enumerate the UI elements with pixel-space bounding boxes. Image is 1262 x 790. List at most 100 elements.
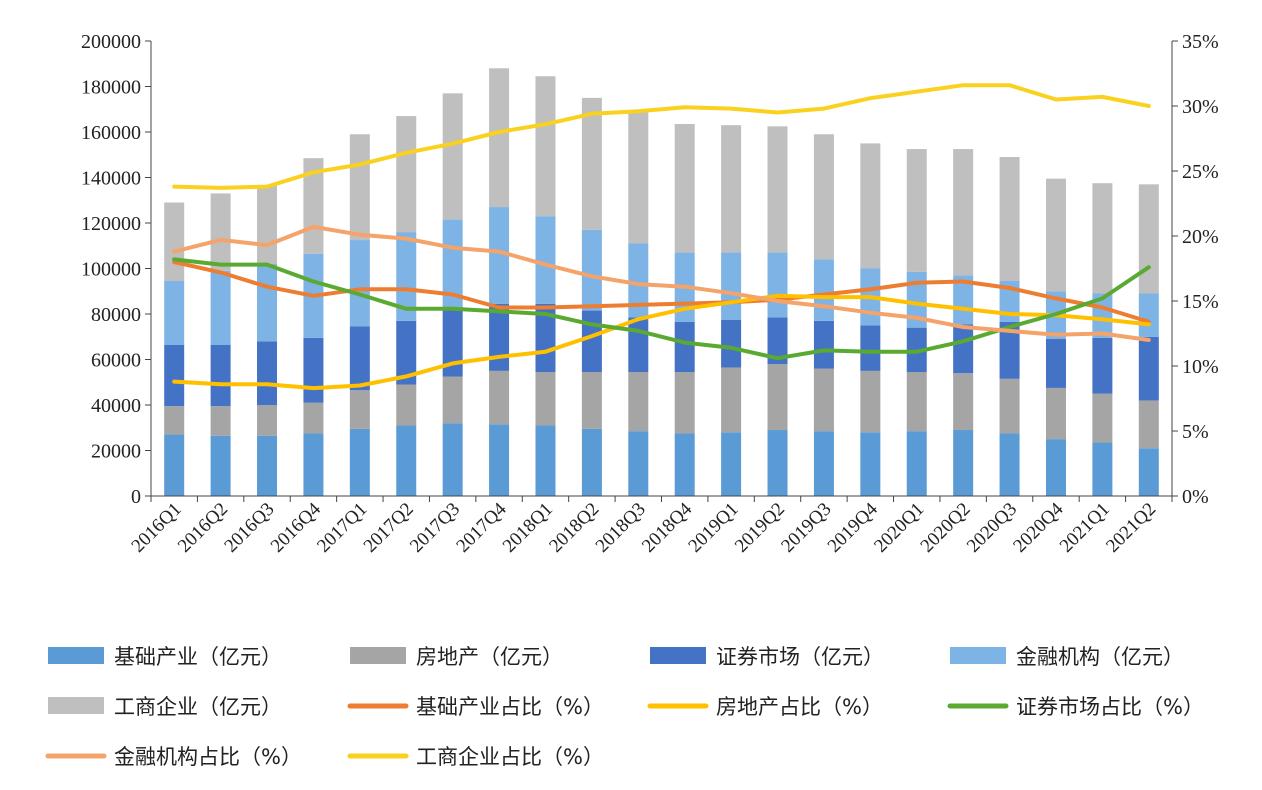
- bar-segment-s0-2016Q2: [210, 435, 231, 496]
- right-tick-label: 15%: [1182, 291, 1219, 313]
- bar-segment-s0-2020Q4: [1045, 439, 1066, 497]
- left-tick-label: 180000: [81, 77, 141, 99]
- bar-segment-s0-2021Q1: [1092, 442, 1113, 496]
- left-tick-label: 40000: [91, 395, 141, 417]
- x-tick-label: 2018Q2: [545, 499, 603, 557]
- bar-segment-s2-2017Q3: [442, 309, 463, 377]
- bar-segment-s0-2016Q1: [164, 434, 185, 496]
- x-tick-label: 2019Q1: [685, 499, 743, 557]
- bar-segment-s3-2016Q3: [257, 263, 278, 342]
- right-tick-label: 20%: [1182, 226, 1219, 248]
- bar-segment-s0-2018Q2: [581, 428, 602, 496]
- right-tick-label: 35%: [1182, 31, 1219, 53]
- bar-segment-s0-2021Q2: [1138, 448, 1159, 496]
- right-tick-label: 30%: [1182, 96, 1219, 118]
- bar-segment-s1-2021Q1: [1092, 393, 1113, 443]
- bar-segment-s3-2018Q1: [535, 216, 556, 304]
- bar-segment-s2-2016Q4: [303, 337, 324, 403]
- bar-segment-s1-2018Q3: [628, 372, 649, 432]
- legend-label: 基础产业（亿元）: [114, 645, 282, 669]
- bar-segment-s1-2019Q3: [813, 368, 834, 432]
- legend-swatch-bar: [650, 647, 706, 664]
- bar-segment-s2-2019Q3: [813, 320, 834, 369]
- bar-segment-s3-2017Q3: [442, 219, 463, 310]
- bar-segment-s4-2018Q1: [535, 76, 556, 217]
- bar-segment-s4-2017Q2: [396, 116, 417, 233]
- bar-segment-s3-2017Q2: [396, 232, 417, 321]
- bar-segment-s2-2018Q4: [674, 321, 695, 373]
- bar-segment-s4-2016Q2: [210, 193, 231, 271]
- bar-segment-s3-2018Q2: [581, 229, 602, 311]
- bar-segment-s0-2019Q3: [813, 431, 834, 496]
- x-tick-label: 2016Q4: [267, 498, 325, 556]
- bar-segment-s0-2017Q2: [396, 425, 417, 496]
- right-tick-label: 0%: [1182, 486, 1209, 508]
- legend-label: 房地产占比（%）: [716, 695, 883, 719]
- bar-segment-s3-2020Q1: [906, 271, 927, 328]
- bar-segment-s1-2020Q1: [906, 372, 927, 432]
- legend: 基础产业（亿元） 房地产（亿元） 证券市场（亿元） 金融机构（亿元） 工商企业（亿元） 基…: [45, 645, 1204, 769]
- line-series-1: [172, 293, 1151, 391]
- left-tick-label: 120000: [81, 213, 141, 235]
- bar-segment-s3-2018Q3: [628, 243, 649, 318]
- bar-segment-s0-2016Q3: [257, 435, 278, 496]
- bar-segment-s2-2019Q2: [767, 317, 788, 365]
- bar-segment-s2-2016Q1: [164, 344, 185, 407]
- bar-segment-s2-2020Q3: [999, 321, 1020, 379]
- left-tick-label: 160000: [81, 122, 141, 144]
- bar-segment-s4-2020Q2: [953, 149, 974, 276]
- right-tick-label: 5%: [1182, 421, 1209, 443]
- bar-segment-s1-2018Q1: [535, 372, 556, 426]
- bar-segment-s2-2019Q4: [860, 325, 881, 371]
- bar-segment-s1-2020Q3: [999, 378, 1020, 434]
- bar-segment-s0-2019Q2: [767, 430, 788, 496]
- bar-segment-s1-2017Q4: [489, 370, 510, 425]
- bar-segment-s1-2017Q3: [442, 376, 463, 424]
- bar-segment-s2-2016Q3: [257, 341, 278, 405]
- x-tick-label: 2017Q3: [406, 499, 464, 557]
- bar-segment-s4-2018Q2: [581, 97, 602, 230]
- bar-segment-s0-2018Q3: [628, 431, 649, 496]
- legend-swatch-bar: [48, 647, 104, 664]
- right-tick-label: 25%: [1182, 161, 1219, 183]
- bar-segment-s1-2016Q1: [164, 406, 185, 435]
- bar-segment-s2-2018Q1: [535, 303, 556, 373]
- bar-segment-s1-2019Q1: [721, 367, 742, 433]
- bar-segment-s2-2020Q4: [1045, 339, 1066, 388]
- x-tick-label: 2019Q2: [731, 499, 789, 557]
- bar-segment-s0-2020Q3: [999, 433, 1020, 496]
- bar-segment-s0-2019Q1: [721, 432, 742, 496]
- bar-segment-s2-2021Q1: [1092, 337, 1113, 394]
- bar-segment-s2-2017Q1: [349, 326, 370, 391]
- bar-segment-s3-2019Q1: [721, 252, 742, 320]
- right-tick-label: 10%: [1182, 356, 1219, 378]
- bar-segment-s3-2020Q2: [953, 275, 974, 325]
- bar-segment-s4-2021Q2: [1138, 184, 1159, 294]
- legend-label: 工商企业（亿元）: [114, 695, 282, 719]
- x-tick-label: 2020Q2: [917, 499, 975, 557]
- bar-segment-s2-2019Q1: [721, 319, 742, 368]
- x-tick-label: 2020Q1: [870, 499, 928, 557]
- bar-segment-s3-2016Q1: [164, 281, 185, 345]
- bar-segment-s1-2016Q2: [210, 406, 231, 436]
- x-tick-label: 2021Q2: [1102, 499, 1160, 557]
- legend-label: 房地产（亿元）: [416, 645, 563, 669]
- bar-segment-s1-2019Q2: [767, 364, 788, 431]
- bar-segment-s4-2018Q4: [674, 124, 695, 253]
- bar-segment-s4-2020Q3: [999, 157, 1020, 282]
- legend-label: 证券市场占比（%）: [1016, 695, 1204, 719]
- line-series-4: [172, 83, 1151, 190]
- bar-segment-s3-2019Q3: [813, 259, 834, 321]
- x-tick-label: 2018Q1: [499, 499, 557, 557]
- bar-segment-s3-2016Q2: [210, 270, 231, 345]
- bar-segment-s0-2020Q1: [906, 431, 927, 496]
- left-tick-label: 140000: [81, 168, 141, 190]
- x-tick-label: 2016Q3: [220, 499, 278, 557]
- bar-segment-s2-2017Q2: [396, 320, 417, 385]
- bar-segment-s3-2021Q2: [1138, 293, 1159, 337]
- legend-swatch-bar: [350, 647, 406, 664]
- bar-segment-s0-2017Q3: [442, 423, 463, 496]
- bar-segment-s4-2016Q3: [257, 185, 278, 264]
- bar-segment-s4-2019Q4: [860, 143, 881, 269]
